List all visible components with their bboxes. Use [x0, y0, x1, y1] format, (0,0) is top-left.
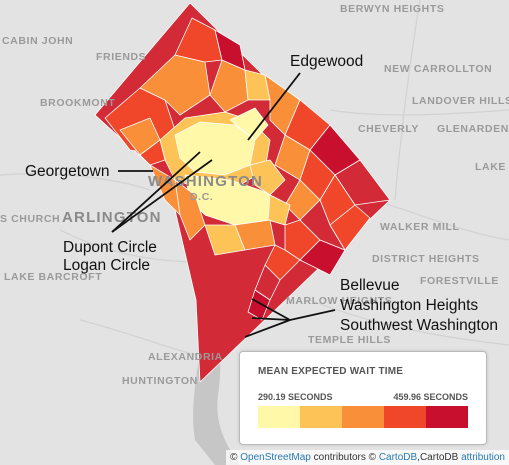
callout-line-edgewood [247, 72, 301, 141]
place-label: LAKE BARCROFT [4, 271, 102, 283]
callout-line-logan [111, 159, 213, 233]
callout-line-washington-heights [251, 317, 291, 321]
place-label: CHEVERLY [358, 123, 419, 135]
tract [229, 107, 269, 141]
callout-bellevue: Bellevue [340, 277, 399, 294]
legend-swatch [342, 406, 384, 428]
callout-line-dupont [111, 151, 201, 233]
callout-labels: Edgewood Georgetown Dupont Circle Logan … [25, 53, 498, 334]
callout-logan: Logan Circle [63, 257, 150, 274]
attribution-sep: ,CartoDB [417, 452, 462, 463]
place-label: WALKER MILL [380, 221, 460, 233]
legend-swatch [300, 406, 342, 428]
callout-line-southwest [244, 319, 291, 338]
tract [139, 139, 166, 166]
place-label: MARLOW HEIGHTS [286, 295, 392, 307]
potomac-river [150, 145, 240, 465]
legend-color-ramp [258, 406, 468, 428]
cartodb-link[interactable]: CartoDB [378, 452, 418, 463]
roads [0, 0, 509, 356]
tract [249, 159, 286, 196]
place-label: D.C. [190, 191, 213, 203]
callout-dupont: Dupont Circle [63, 239, 157, 256]
osm-link[interactable]: OpenStreetMap [240, 452, 311, 463]
callout-line-right [289, 309, 336, 321]
place-label: CABIN JOHN [2, 35, 73, 47]
tract [247, 289, 271, 321]
place-label: GLENARDEN [437, 123, 509, 135]
place-label: WASHINGTON [148, 173, 263, 190]
place-label: TEMPLE HILLS [308, 334, 391, 346]
callout-line-bellevue [251, 298, 291, 321]
tract [329, 204, 371, 251]
place-label: LAKE A [475, 161, 509, 173]
dc-choropleth[interactable] [94, 2, 391, 383]
place-label: LANDOVER HILLS [412, 95, 509, 107]
tract [264, 244, 301, 281]
place-label: BERWYN HEIGHTS [340, 3, 444, 15]
place-label: FRIENDS [96, 51, 146, 63]
callout-southwest: Southwest Washington [340, 317, 498, 334]
attribution-prefix: © [230, 452, 241, 463]
attribution-link[interactable]: attribution [461, 452, 505, 463]
place-label: BROOKMONT [40, 97, 115, 109]
place-label: S CHURCH [0, 213, 60, 225]
callout-lines [111, 72, 336, 338]
tract [244, 69, 271, 101]
legend-min-label: 290.19 SECONDS [258, 392, 333, 402]
callout-washington-heights: Washington Heights [340, 297, 478, 314]
place-label: ARLINGTON [62, 209, 162, 226]
place-label: ALEXANDRIA [148, 351, 223, 363]
callout-edgewood: Edgewood [290, 53, 363, 70]
legend-swatch [426, 406, 468, 428]
legend-swatch [258, 406, 300, 428]
legend-max-label: 459.96 SECONDS [393, 392, 468, 402]
place-label: NEW CARROLLTON [384, 63, 492, 75]
attribution-middle: contributors © [310, 452, 379, 463]
place-label: FORESTVILLE [420, 275, 499, 287]
place-labels: BERWYN HEIGHTS CABIN JOHN FRIENDS NEW CA… [0, 3, 509, 387]
callout-georgetown: Georgetown [25, 163, 109, 180]
legend-title: MEAN EXPECTED WAIT TIME [258, 366, 404, 377]
place-label: DISTRICT HEIGHTS [372, 253, 480, 265]
legend-swatch [384, 406, 426, 428]
tract [299, 199, 346, 251]
map-legend: MEAN EXPECTED WAIT TIME 290.19 SECONDS 4… [239, 351, 487, 445]
map-attribution: © OpenStreetMap contributors © CartoDB,C… [226, 450, 509, 465]
place-label: HUNTINGTON [122, 375, 198, 387]
